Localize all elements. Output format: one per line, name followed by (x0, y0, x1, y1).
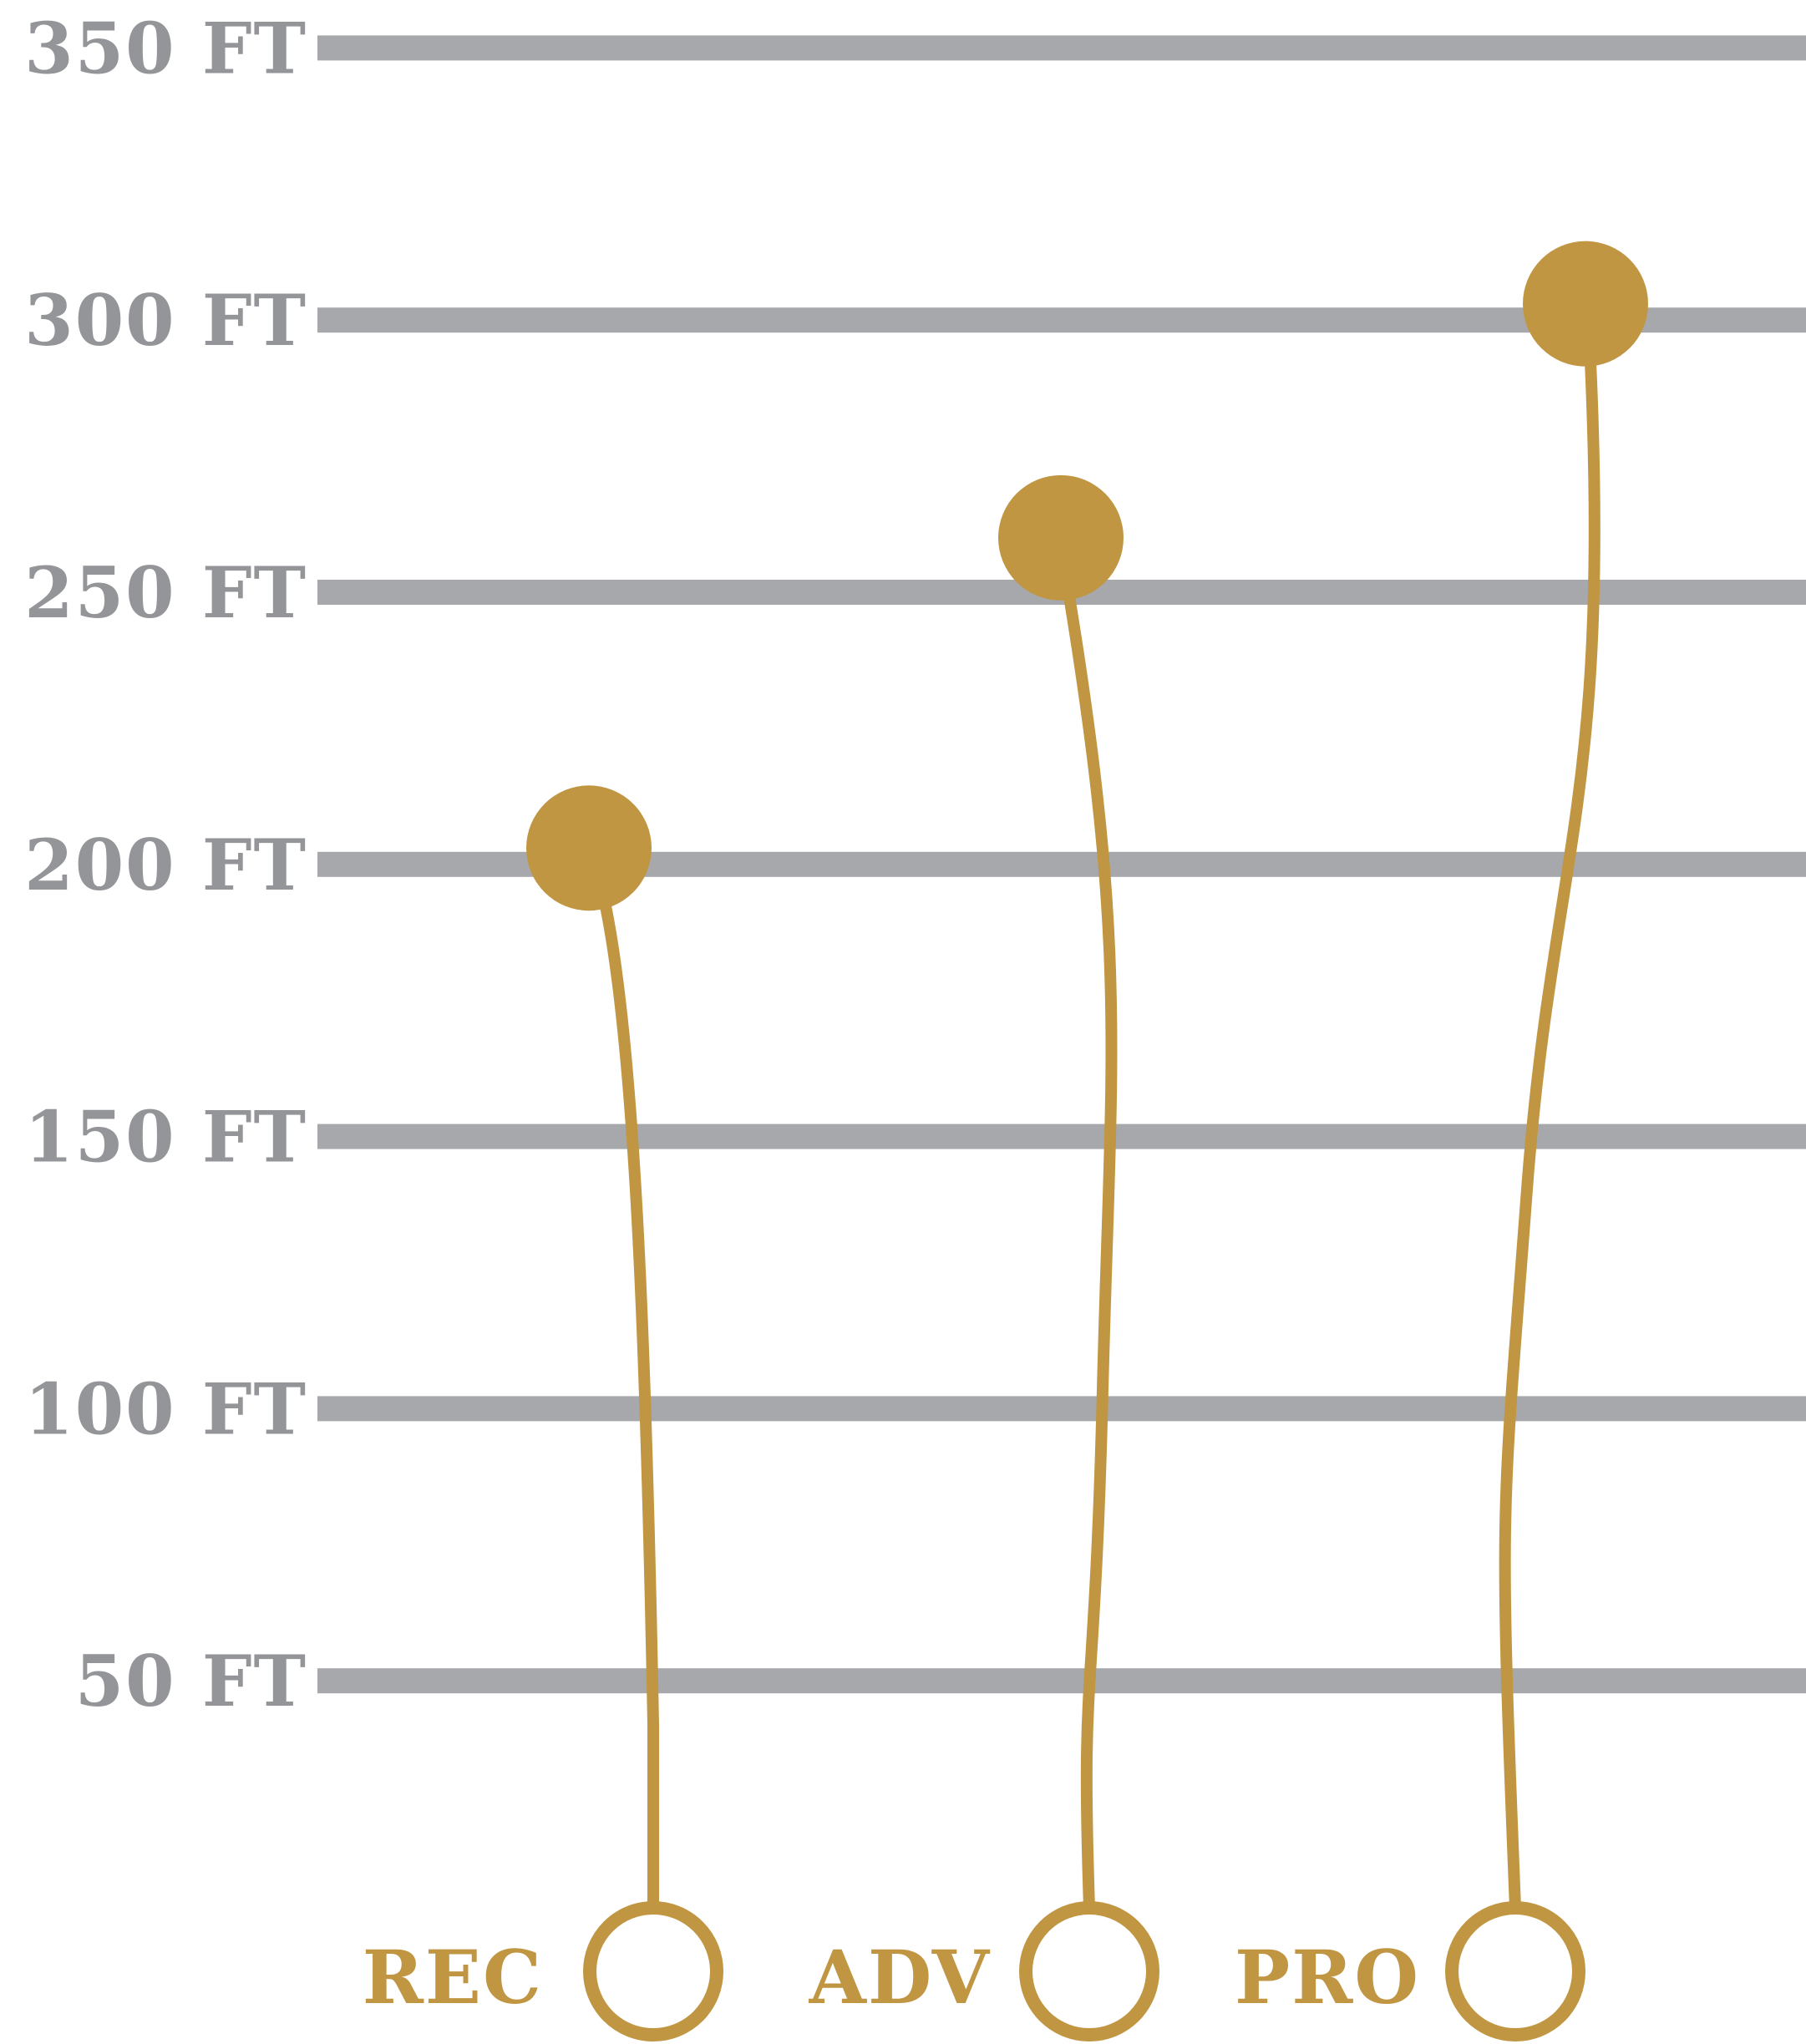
gridline-100 (317, 1396, 1806, 1422)
base-circle-adv (1019, 1901, 1159, 2041)
y-axis-labels: 50 FT 100 FT 150 FT 200 FT 250 FT 300 FT 350 F… (24, 7, 307, 1722)
category-label-pro: PRO (1235, 1934, 1420, 2021)
category-markers (583, 1901, 1585, 2041)
base-circle-rec (583, 1901, 723, 2041)
connector-line-adv (1063, 590, 1118, 1914)
connector-line-rec (598, 892, 659, 1914)
category-label-adv: ADV (809, 1934, 991, 2021)
data-point-rec (526, 785, 652, 911)
y-tick-label: 150 FT (24, 1096, 307, 1179)
category-labels: REC ADV PRO (363, 1934, 1420, 2021)
y-tick-label: 200 FT (24, 824, 307, 906)
connector-line-pro (1499, 356, 1601, 1914)
base-circle-pro (1445, 1901, 1585, 2041)
y-tick-label: 300 FT (24, 279, 307, 362)
gridline-50 (317, 1668, 1806, 1694)
data-point-pro (1523, 241, 1648, 367)
gridline-150 (317, 1123, 1806, 1149)
y-tick-label: 100 FT (24, 1367, 307, 1450)
y-tick-label: 250 FT (24, 551, 307, 634)
data-points (526, 241, 1648, 911)
gridline-350 (317, 35, 1806, 61)
connector-lines (598, 356, 1601, 1914)
data-point-adv (998, 474, 1124, 601)
y-tick-label: 350 FT (24, 7, 307, 89)
category-label-rec: REC (363, 1934, 543, 2021)
y-tick-label: 50 FT (75, 1640, 307, 1722)
